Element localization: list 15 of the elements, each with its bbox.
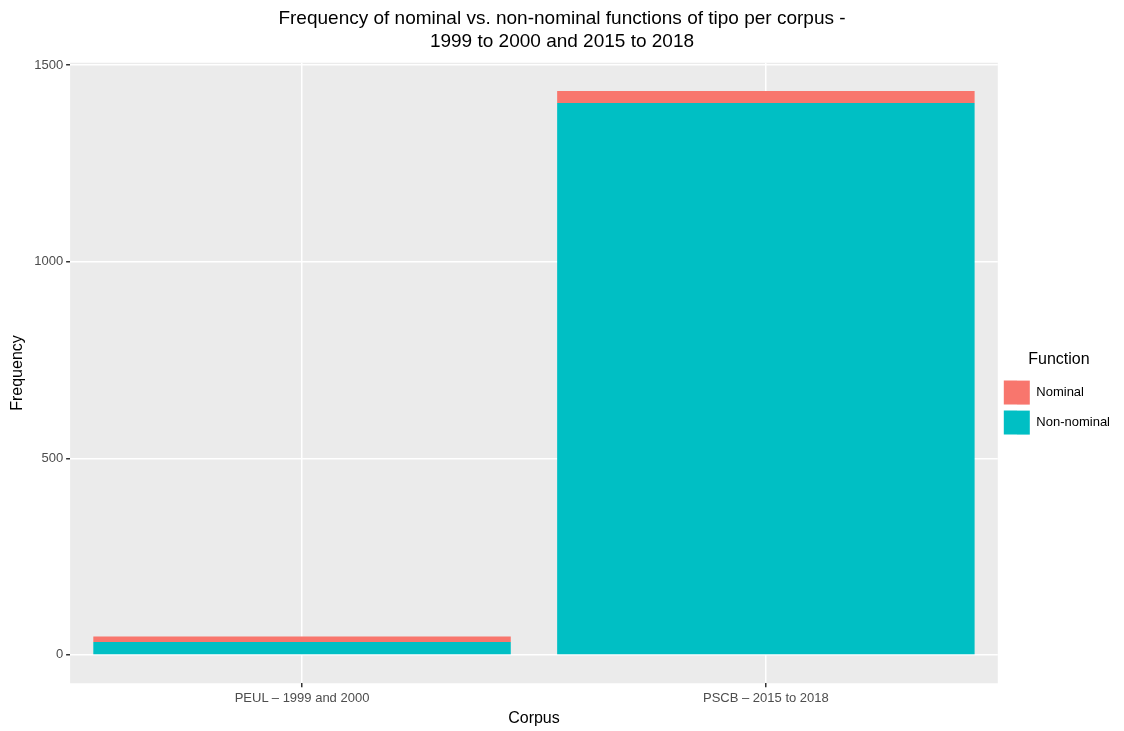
legend-label: Nominal — [1036, 384, 1085, 400]
y-tick-label: 500 — [41, 449, 64, 465]
y-axis-title: Frequency — [8, 335, 26, 411]
x-tick-label: PEUL – 1999 and 2000 — [234, 689, 370, 705]
bar — [93, 636, 511, 642]
bar — [93, 641, 511, 655]
y-tick-label: 1500 — [34, 56, 64, 72]
legend-title: Function — [1028, 349, 1090, 367]
legend-label: Non-nominal — [1036, 414, 1111, 430]
chart-title: Frequency of nominal vs. non-nominal functions of tipo per corpus - 1999 to 2000 and 2015 to 2018 — [277, 6, 847, 52]
bar — [557, 91, 975, 103]
x-axis-title: Corpus — [508, 708, 560, 726]
y-tick-label: 1000 — [34, 253, 64, 269]
y-tick-label: 0 — [55, 646, 64, 662]
x-tick-label: PSCB – 2015 to 2018 — [703, 689, 829, 705]
